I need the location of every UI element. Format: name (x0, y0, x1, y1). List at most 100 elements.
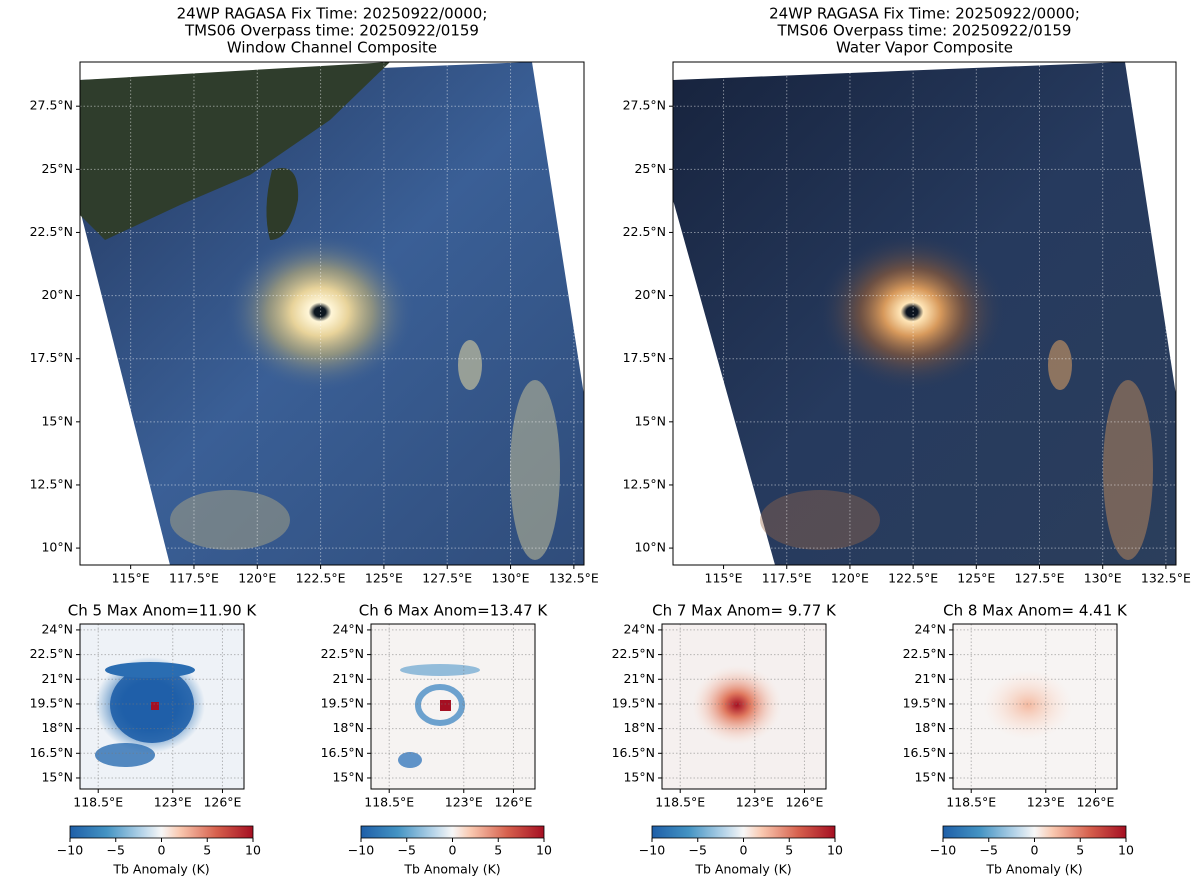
y-tick-label: 25°N (634, 161, 666, 176)
x-tick-label: 123°E (445, 795, 483, 810)
y-tick-label: 21°N (41, 671, 73, 686)
x-tick-label: 122.5°E (296, 571, 346, 586)
y-tick-label: 22.5°N (623, 224, 666, 239)
y-tick-label: 19.5°N (30, 695, 73, 710)
x-tick-label: 117.5°E (762, 571, 812, 586)
panel-title: Ch 7 Max Anom= 9.77 K (652, 602, 837, 620)
colorbar-tick-label: 0 (449, 843, 457, 858)
x-tick-label: 126°E (494, 795, 532, 810)
y-tick-label: 12.5°N (30, 476, 73, 491)
x-tick-label: 115°E (112, 571, 150, 586)
x-tick-label: 123°E (736, 795, 774, 810)
axes-frame (79, 623, 245, 790)
axes-frame (370, 623, 536, 790)
panel-title: 24WP RAGASA Fix Time: 20250922/0000; (177, 5, 488, 23)
colorbar-tick-label: 0 (740, 843, 748, 858)
panel-title: TMS06 Overpass time: 20250922/0159 (777, 22, 1072, 40)
y-tick-label: 20°N (41, 287, 73, 302)
colorbar-tick-label: −10 (348, 843, 374, 858)
panel-title: 24WP RAGASA Fix Time: 20250922/0000; (769, 5, 1080, 23)
panel-title: Ch 8 Max Anom= 4.41 K (943, 602, 1128, 620)
colorbar (942, 825, 1127, 839)
x-tick-label: 130°E (1084, 571, 1122, 586)
x-tick-label: 123°E (1027, 795, 1065, 810)
colorbar (651, 825, 836, 839)
x-tick-label: 117.5°E (169, 571, 219, 586)
y-tick-label: 12.5°N (623, 476, 666, 491)
colorbar-label: Tb Anomaly (K) (985, 862, 1082, 877)
x-tick-label: 120°E (831, 571, 869, 586)
colorbar-tick-label: 5 (203, 843, 211, 858)
y-tick-label: 24°N (41, 621, 73, 636)
colorbar-tick-label: −10 (639, 843, 665, 858)
water-vapor-image (673, 62, 1176, 565)
x-tick-label: 130°E (492, 571, 530, 586)
y-tick-label: 17.5°N (30, 350, 73, 365)
panel-title: Water Vapor Composite (836, 39, 1013, 57)
colorbar (69, 825, 254, 839)
colorbar-label: Tb Anomaly (K) (403, 862, 500, 877)
y-tick-label: 10°N (634, 540, 666, 555)
colorbar-tick-label: 10 (536, 843, 552, 858)
y-tick-label: 22.5°N (321, 646, 364, 661)
colorbar-tick-label: 0 (158, 843, 166, 858)
x-tick-label: 127.5°E (1015, 571, 1065, 586)
y-tick-label: 10°N (41, 540, 73, 555)
y-tick-label: 18°N (914, 720, 946, 735)
y-tick-label: 22.5°N (612, 646, 655, 661)
colorbar-tick-label: −5 (398, 843, 416, 858)
colorbar-tick-label: 10 (245, 843, 261, 858)
colorbar-label: Tb Anomaly (K) (112, 862, 209, 877)
y-tick-label: 15°N (623, 769, 655, 784)
y-tick-label: 18°N (623, 720, 655, 735)
x-tick-label: 122.5°E (888, 571, 938, 586)
y-tick-label: 21°N (623, 671, 655, 686)
y-tick-label: 16.5°N (321, 745, 364, 760)
ch8-image (953, 624, 1117, 789)
panel-title: Window Channel Composite (227, 39, 437, 57)
y-tick-label: 27.5°N (623, 98, 666, 113)
y-tick-label: 22.5°N (30, 646, 73, 661)
y-tick-label: 27.5°N (30, 98, 73, 113)
colorbar-label: Tb Anomaly (K) (694, 862, 791, 877)
colorbar-tick-label: 10 (827, 843, 843, 858)
colorbar-tick-label: −10 (930, 843, 956, 858)
y-tick-label: 15°N (332, 769, 364, 784)
y-tick-label: 16.5°N (903, 745, 946, 760)
y-tick-label: 22.5°N (903, 646, 946, 661)
x-tick-label: 118.5°E (73, 795, 123, 810)
x-tick-label: 123°E (154, 795, 192, 810)
y-tick-label: 19.5°N (321, 695, 364, 710)
x-tick-label: 118.5°E (946, 795, 996, 810)
y-tick-label: 17.5°N (623, 350, 666, 365)
colorbar (360, 825, 545, 839)
x-tick-label: 120°E (238, 571, 276, 586)
axes-frame (661, 623, 827, 790)
colorbar-tick-label: 0 (1031, 843, 1039, 858)
y-tick-label: 22.5°N (30, 224, 73, 239)
colorbar-tick-label: 5 (494, 843, 502, 858)
y-tick-label: 16.5°N (30, 745, 73, 760)
colorbar-tick-label: 10 (1118, 843, 1134, 858)
y-tick-label: 20°N (634, 287, 666, 302)
x-tick-label: 132.5°E (549, 571, 599, 586)
y-tick-label: 21°N (332, 671, 364, 686)
panel-title: Ch 6 Max Anom=13.47 K (359, 602, 549, 620)
y-tick-label: 16.5°N (612, 745, 655, 760)
y-tick-label: 21°N (914, 671, 946, 686)
colorbar-tick-label: 5 (785, 843, 793, 858)
y-tick-label: 15°N (41, 413, 73, 428)
y-tick-label: 19.5°N (612, 695, 655, 710)
y-tick-label: 15°N (914, 769, 946, 784)
x-tick-label: 127.5°E (422, 571, 472, 586)
x-tick-label: 118.5°E (364, 795, 414, 810)
y-tick-label: 24°N (623, 621, 655, 636)
ch6-image (371, 624, 535, 789)
colorbar-tick-label: −5 (107, 843, 125, 858)
y-tick-label: 24°N (914, 621, 946, 636)
y-tick-label: 24°N (332, 621, 364, 636)
panel-title: Ch 5 Max Anom=11.90 K (68, 602, 258, 620)
x-tick-label: 132.5°E (1141, 571, 1191, 586)
window-image (80, 62, 584, 565)
